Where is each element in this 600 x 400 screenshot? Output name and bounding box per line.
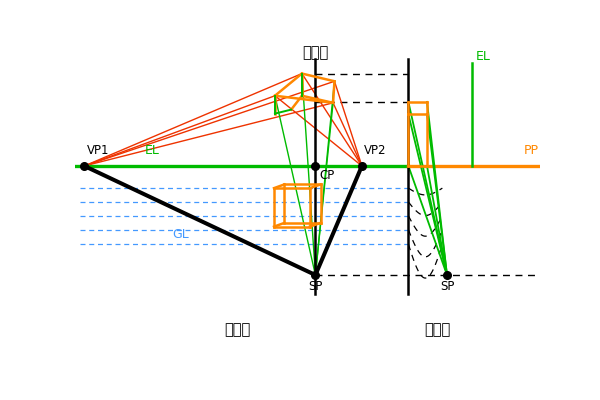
Text: 平面図: 平面図 (302, 45, 329, 60)
Text: 側面図: 側面図 (425, 322, 451, 338)
Text: EL: EL (145, 144, 160, 157)
Text: CP: CP (319, 169, 334, 182)
Text: EL: EL (475, 50, 490, 63)
Text: PP: PP (524, 144, 539, 157)
Text: VP2: VP2 (364, 144, 387, 157)
Text: 投影図: 投影図 (224, 322, 251, 338)
Text: SP: SP (308, 280, 323, 293)
Text: VP1: VP1 (86, 144, 109, 157)
Text: GL: GL (173, 228, 190, 241)
Text: SP: SP (440, 280, 454, 293)
